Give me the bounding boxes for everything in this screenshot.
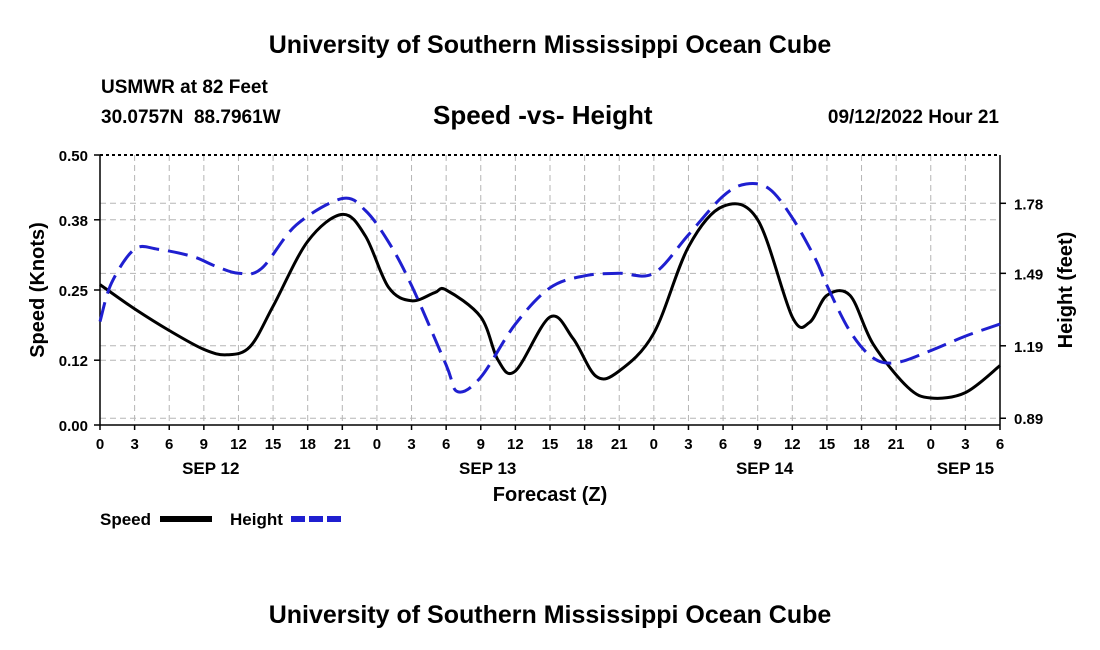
x-tick-label: 21 xyxy=(888,436,905,453)
footer-title: University of Southern Mississippi Ocean… xyxy=(268,601,832,629)
date-label: SEP 12 xyxy=(182,459,239,478)
x-tick-label: 3 xyxy=(684,436,692,453)
date-label: SEP 15 xyxy=(937,459,994,478)
x-tick-label: 3 xyxy=(407,436,415,453)
x-tick-label: 21 xyxy=(611,436,628,453)
x-tick-label: 9 xyxy=(754,436,762,453)
x-tick-label: 18 xyxy=(299,436,316,453)
legend-label-speed: Speed xyxy=(100,510,151,529)
x-tick-label: 18 xyxy=(576,436,593,453)
x-tick-label: 15 xyxy=(542,436,559,453)
x-tick-label: 15 xyxy=(819,436,836,453)
x-tick-label: 6 xyxy=(996,436,1004,453)
series-line-speed xyxy=(99,202,1001,400)
y2-tick-label: 1.19 xyxy=(1014,339,1043,356)
y-tick-label: 0.25 xyxy=(59,283,88,300)
x-tick-label: 12 xyxy=(784,436,801,453)
x-tick-label: 12 xyxy=(507,436,524,453)
x-tick-label: 21 xyxy=(334,436,351,453)
x-tick-label: 15 xyxy=(265,436,282,453)
y-tick-label: 0.38 xyxy=(59,213,88,230)
x-tick-label: 6 xyxy=(165,436,173,453)
legend-label-height: Height xyxy=(230,510,283,529)
x-tick-label: 9 xyxy=(477,436,485,453)
chart-subtitle: Speed -vs- Height xyxy=(433,100,653,130)
y-axis-title: Speed (Knots) xyxy=(27,222,49,358)
page-title: University of Southern Mississippi Ocean… xyxy=(268,31,832,59)
y-tick-label: 0.12 xyxy=(59,353,88,370)
coordinates-label: 30.0757N 88.7961W xyxy=(101,107,281,128)
x-tick-label: 3 xyxy=(130,436,138,453)
station-label: USMWR at 82 Feet xyxy=(101,77,268,98)
x-tick-label: 3 xyxy=(961,436,969,453)
y-tick-label: 0.50 xyxy=(59,148,88,165)
x-tick-label: 0 xyxy=(373,436,381,453)
speed-height-chart: 0 3 6 9 12 15 18 21 0 3 6 9 12 15 18 21 0 3 6 9 12 15 18 21 0 3 6S… xyxy=(27,148,1077,529)
x-tick-label: 0 xyxy=(650,436,658,453)
x-tick-label: 12 xyxy=(230,436,247,453)
x-tick-label: 0 xyxy=(927,436,935,453)
series-line-height xyxy=(98,181,1001,394)
x-axis-title: Forecast (Z) xyxy=(493,484,607,506)
x-tick-label: 9 xyxy=(200,436,208,453)
x-tick-label: 0 xyxy=(96,436,104,453)
y-tick-label: 0.00 xyxy=(59,418,88,435)
y2-tick-label: 1.78 xyxy=(1014,196,1043,213)
x-tick-label: 6 xyxy=(719,436,727,453)
x-tick-label: 18 xyxy=(853,436,870,453)
date-label: SEP 13 xyxy=(459,459,516,478)
y2-tick-label: 0.89 xyxy=(1014,411,1043,428)
forecast-datetime: 09/12/2022 Hour 21 xyxy=(827,107,999,128)
y2-axis-title: Height (feet) xyxy=(1055,232,1077,349)
date-label: SEP 14 xyxy=(736,459,794,478)
x-tick-label: 6 xyxy=(442,436,450,453)
y2-tick-label: 1.49 xyxy=(1014,266,1043,283)
